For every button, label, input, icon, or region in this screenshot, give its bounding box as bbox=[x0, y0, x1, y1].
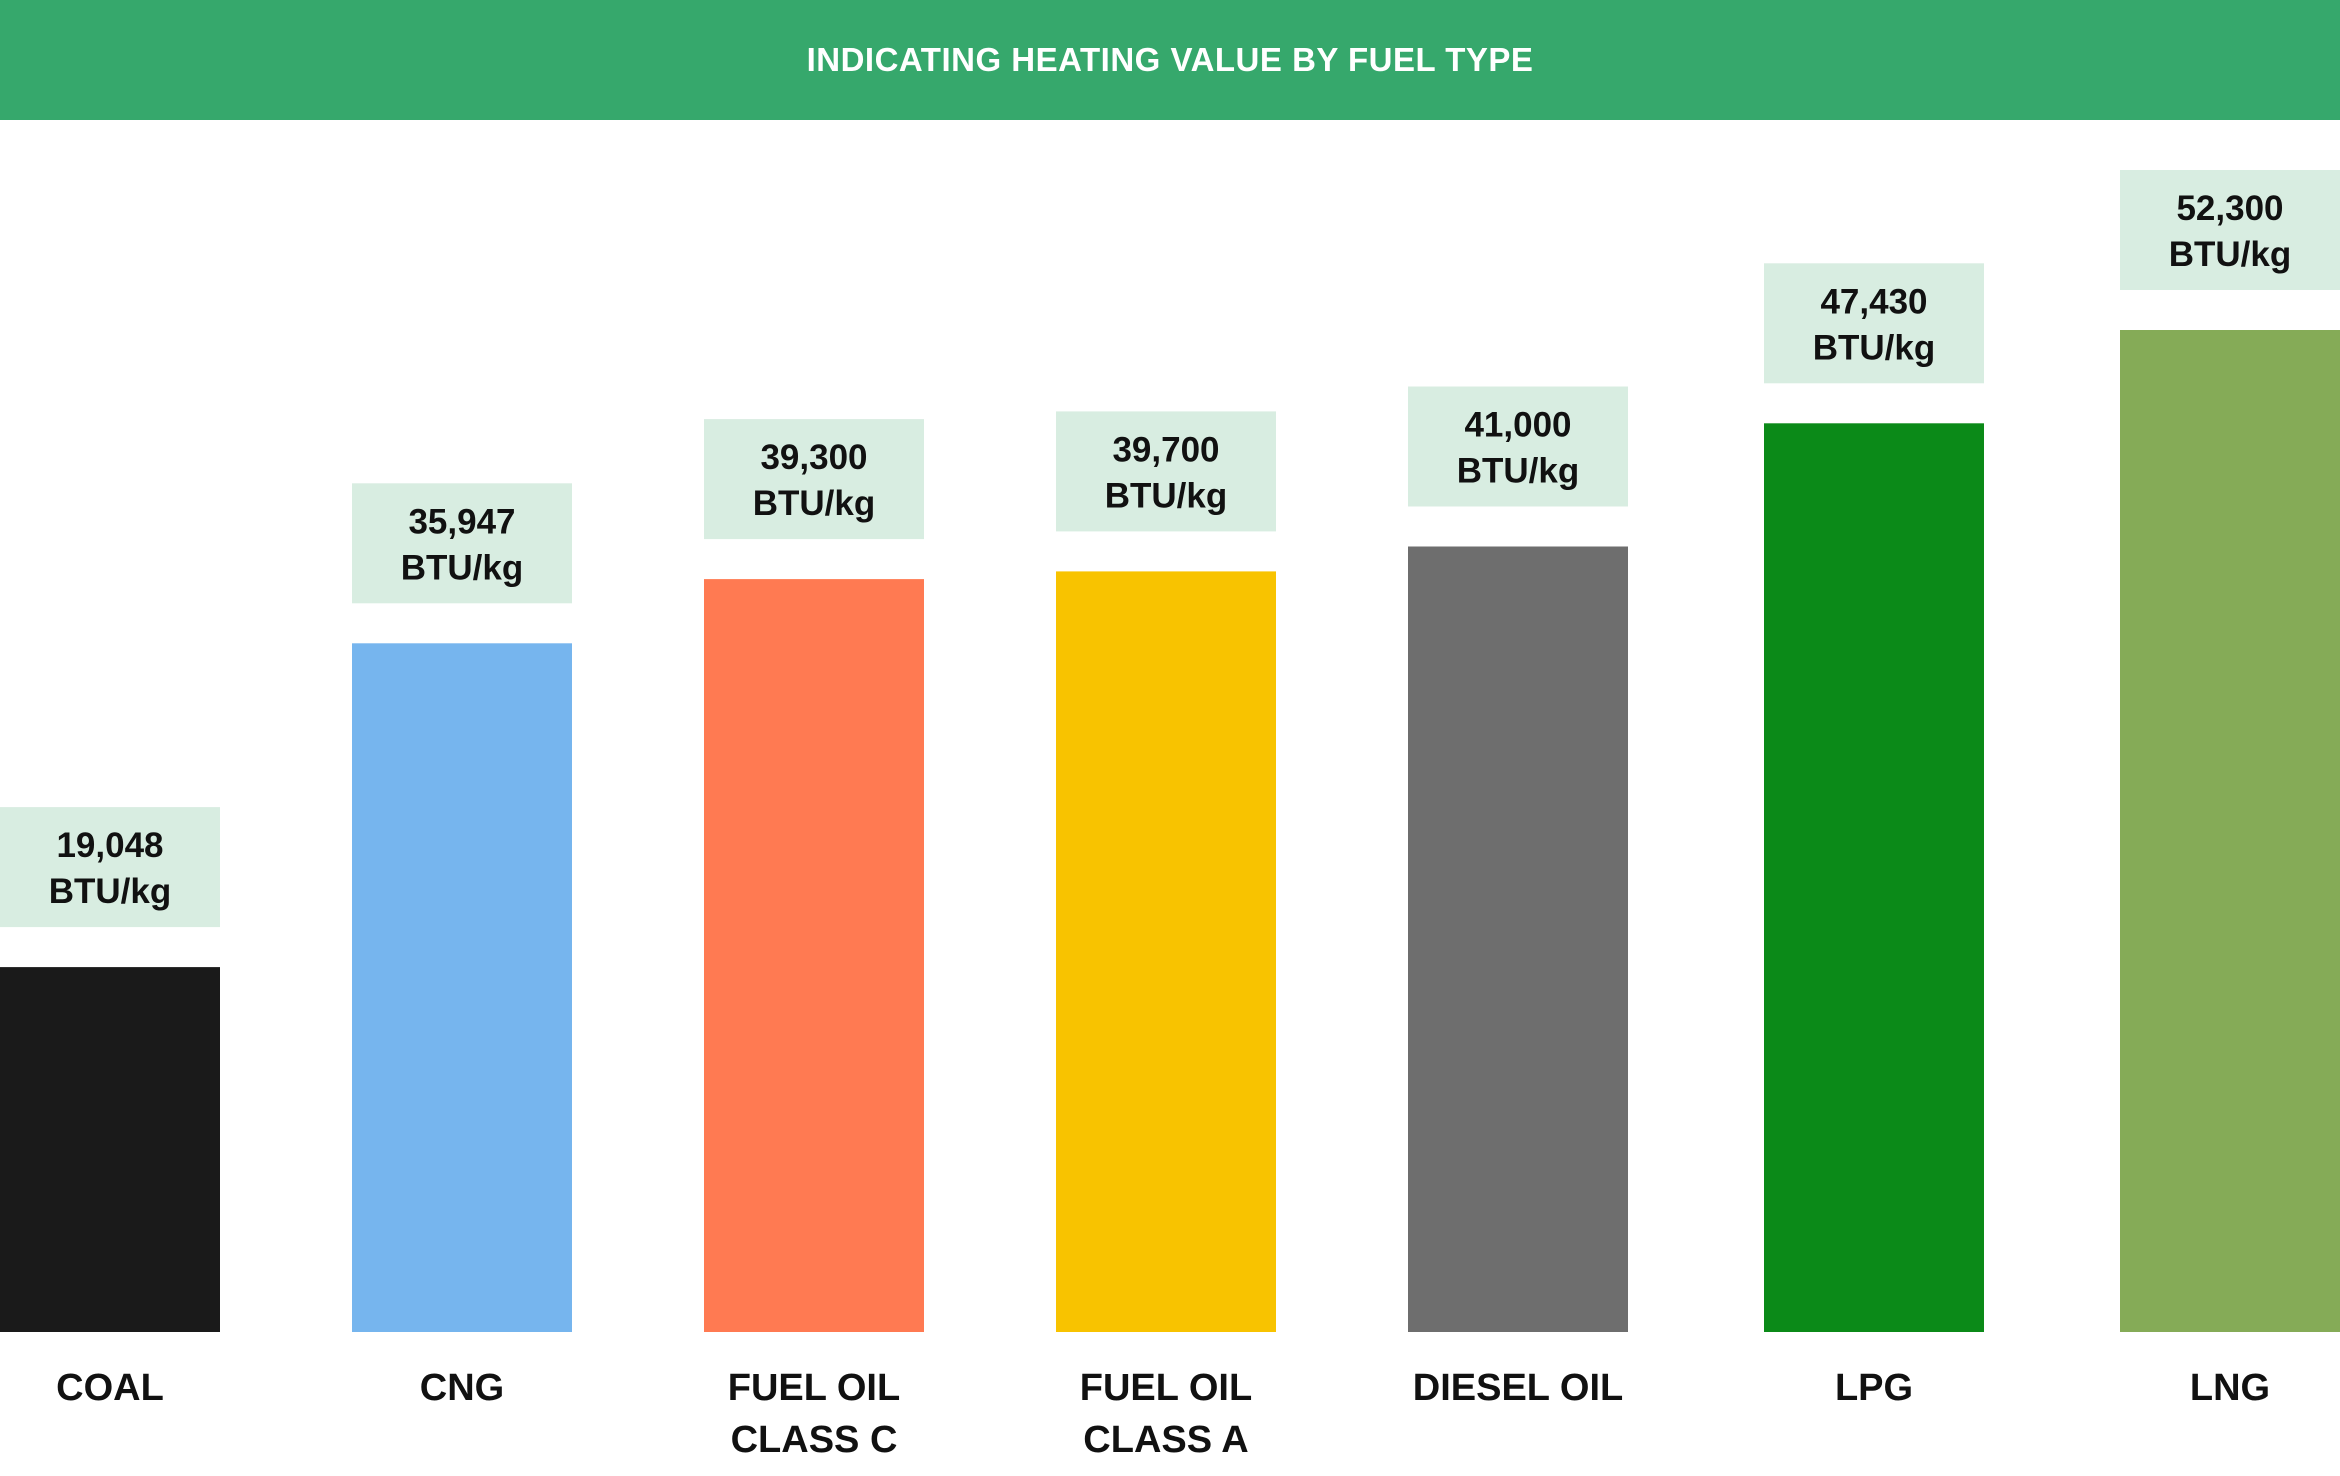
value-label-coal: 19,048 bbox=[56, 826, 163, 865]
value-label-box-fuel-oil-class-a bbox=[1056, 411, 1276, 532]
value-label-box-coal bbox=[0, 807, 220, 928]
category-label-cng: CNG bbox=[420, 1367, 504, 1409]
category-label-lpg: LPG bbox=[1835, 1367, 1913, 1409]
value-unit-diesel-oil: BTU/kg bbox=[1457, 452, 1580, 491]
category-label-fuel-oil-class-a-line-2: CLASS A bbox=[1083, 1419, 1248, 1461]
bar-lng bbox=[2120, 330, 2340, 1332]
value-unit-lng: BTU/kg bbox=[2169, 235, 2292, 274]
value-unit-fuel-oil-class-c: BTU/kg bbox=[753, 484, 876, 523]
value-label-box-lng bbox=[2120, 170, 2340, 290]
value-label-fuel-oil-class-a: 39,700 bbox=[1112, 430, 1219, 469]
category-label-diesel-oil: DIESEL OIL bbox=[1413, 1367, 1623, 1409]
chart-title: INDICATING HEATING VALUE BY FUEL TYPE bbox=[806, 41, 1534, 78]
category-label-fuel-oil-class-c-line-2: CLASS C bbox=[731, 1419, 898, 1461]
bar-coal bbox=[0, 967, 220, 1332]
value-label-lng: 52,300 bbox=[2176, 189, 2283, 228]
value-unit-cng: BTU/kg bbox=[401, 548, 524, 587]
value-label-box-fuel-oil-class-c bbox=[704, 419, 924, 540]
value-label-box-lpg bbox=[1764, 263, 1984, 384]
category-label-lng: LNG bbox=[2190, 1367, 2270, 1409]
value-label-cng: 35,947 bbox=[408, 502, 515, 541]
value-label-fuel-oil-class-c: 39,300 bbox=[760, 438, 867, 477]
bar-lpg bbox=[1764, 423, 1984, 1332]
bar-cng bbox=[352, 643, 572, 1332]
value-unit-coal: BTU/kg bbox=[49, 872, 172, 911]
bar-diesel-oil bbox=[1408, 546, 1628, 1332]
bar-fuel-oil-class-c bbox=[704, 579, 924, 1332]
value-unit-lpg: BTU/kg bbox=[1813, 328, 1936, 367]
value-label-diesel-oil: 41,000 bbox=[1464, 406, 1571, 445]
value-label-box-cng bbox=[352, 483, 572, 604]
value-label-box-diesel-oil bbox=[1408, 386, 1628, 507]
chart-header: INDICATING HEATING VALUE BY FUEL TYPE bbox=[0, 0, 2340, 120]
value-label-lpg: 47,430 bbox=[1820, 282, 1927, 321]
category-label-fuel-oil-class-c-line-1: FUEL OIL bbox=[728, 1367, 900, 1409]
value-unit-fuel-oil-class-a: BTU/kg bbox=[1105, 476, 1228, 515]
category-label-fuel-oil-class-a-line-1: FUEL OIL bbox=[1080, 1367, 1252, 1409]
bar-fuel-oil-class-a bbox=[1056, 571, 1276, 1332]
category-label-coal: COAL bbox=[56, 1367, 164, 1409]
